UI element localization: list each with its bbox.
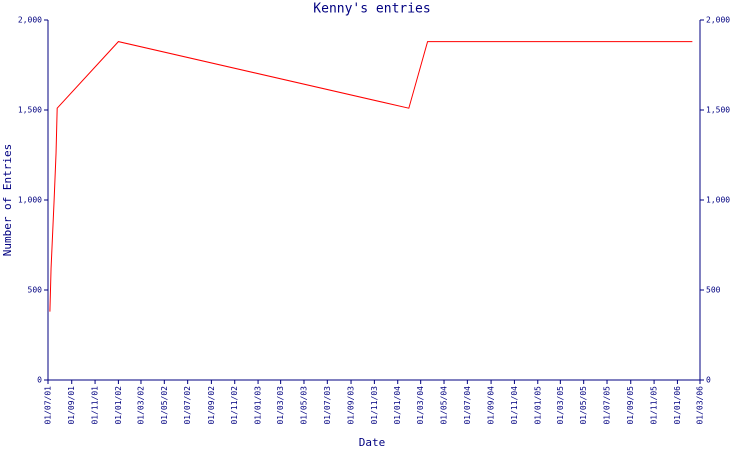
data-line: [49, 41, 693, 312]
x-axis-title: Date: [359, 436, 386, 449]
x-tick-label: 01/07/01: [44, 386, 53, 425]
x-tick-label: 01/01/04: [393, 386, 402, 425]
y-axis-title: Number of Entries: [1, 144, 14, 257]
x-tick-label: 01/03/03: [276, 386, 285, 425]
x-tick-label: 01/01/03: [254, 386, 263, 425]
x-tick-label: 01/01/05: [533, 386, 542, 425]
x-tick-label: 01/09/04: [487, 386, 496, 425]
x-tick-label: 01/03/02: [136, 386, 145, 425]
x-tick-label: 01/11/04: [510, 386, 519, 425]
x-tick-label: 01/01/02: [114, 386, 123, 425]
x-tick-label: 01/05/03: [299, 386, 308, 425]
x-tick-label: 01/05/02: [160, 386, 169, 425]
x-tick-label: 01/09/05: [626, 386, 635, 425]
x-tick-label: 01/07/02: [183, 386, 192, 425]
y-tick-label: 1,000: [18, 196, 42, 205]
x-tick-label: 01/07/05: [603, 386, 612, 425]
y-tick-label-right: 500: [706, 286, 721, 295]
x-tick-label: 01/11/05: [650, 386, 659, 425]
x-tick-label: 01/05/04: [440, 386, 449, 425]
x-tick-label: 01/07/03: [323, 386, 332, 425]
y-tick-label: 500: [28, 286, 43, 295]
x-tick-label: 01/03/04: [416, 386, 425, 425]
x-tick-label: 01/05/05: [579, 386, 588, 425]
x-tick-label: 01/09/02: [207, 386, 216, 425]
y-tick-label: 0: [37, 376, 42, 385]
x-tick-label: 01/09/03: [347, 386, 356, 425]
x-tick-label: 01/09/01: [67, 386, 76, 425]
y-tick-label-right: 1,500: [706, 106, 730, 115]
y-tick-label-right: 2,000: [706, 16, 730, 25]
x-tick-label: 01/07/04: [463, 386, 472, 425]
chart-title: Kenny's entries: [313, 2, 430, 17]
x-tick-label: 01/01/06: [673, 386, 682, 425]
x-tick-label: 01/03/05: [556, 386, 565, 425]
y-tick-label-right: 0: [706, 376, 711, 385]
x-tick-label: 01/11/01: [91, 386, 100, 425]
y-tick-label: 2,000: [18, 16, 42, 25]
y-tick-label: 1,500: [18, 106, 42, 115]
y-tick-label-right: 1,000: [706, 196, 730, 205]
x-tick-label: 01/11/02: [230, 386, 239, 425]
x-tick-label: 01/11/03: [370, 386, 379, 425]
x-tick-label: 01/03/06: [696, 386, 705, 425]
